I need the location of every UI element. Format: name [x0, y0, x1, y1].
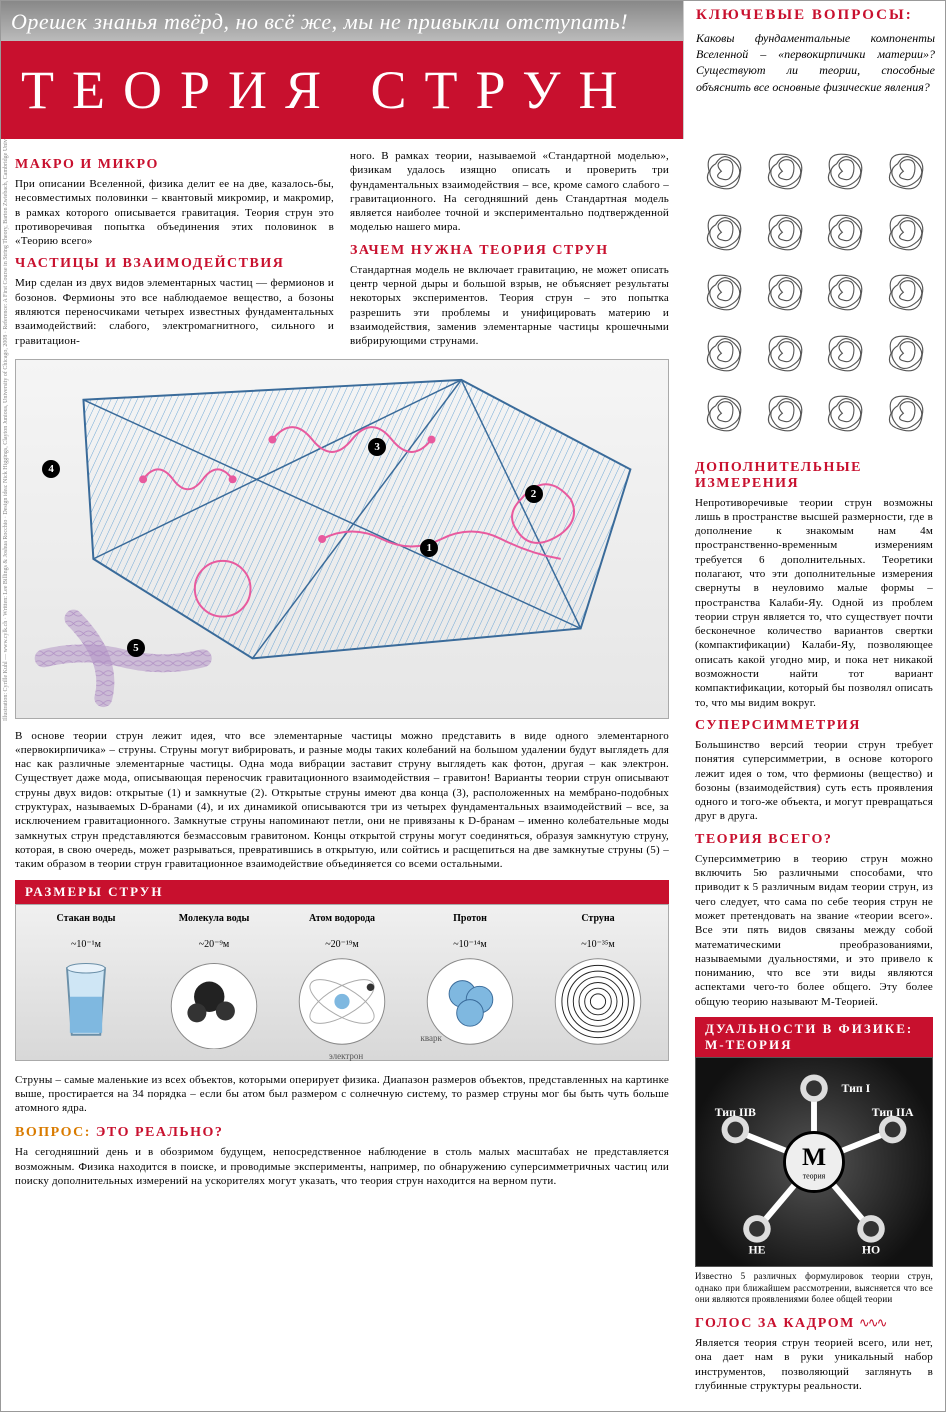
string-interaction: [44, 618, 203, 698]
calabi-icon: [756, 143, 813, 200]
scales-panel: Стакан воды ~10⁻¹м Молекула воды ~20⁻⁹м: [15, 904, 669, 1061]
right-column: ДОПОЛНИТЕЛЬНЫЕ ИЗМЕРЕНИЯ Непротиворечивы…: [683, 139, 945, 1411]
poster-root: Illustration: Cyrille Kuhl — www.cylk.ch…: [0, 0, 946, 1412]
main-columns: МАКРО И МИКРО При описании Вселенной, фи…: [1, 139, 945, 1411]
calabi-icon: [756, 204, 813, 261]
badge-1: 1: [420, 539, 438, 557]
m-center: М: [802, 1142, 826, 1171]
toe-head: ТЕОРИЯ ВСЕГО?: [695, 832, 933, 848]
calabi-icon: [695, 385, 752, 442]
extra-dim-body: Непротиворечивые теории струн возможны л…: [695, 496, 933, 710]
calabi-icon: [756, 385, 813, 442]
susy-head: СУПЕРСИММЕТРИЯ: [695, 718, 933, 734]
extra-dim-head: ДОПОЛНИТЕЛЬНЫЕ ИЗМЕРЕНИЯ: [695, 460, 933, 492]
susy-body: Большинство версий теории струн требует …: [695, 738, 933, 824]
header-row: Орешек знанья твёрд, но всё же, мы не пр…: [1, 1, 945, 139]
brane-svg: [16, 360, 668, 718]
voice-head: ГОЛОС ЗА КАДРОМ: [695, 1316, 855, 1331]
annot-quark: кварк: [420, 1033, 441, 1043]
footer-voice: ГОЛОС ЗА КАДРОМ ∿∿∿ Является теория стру…: [695, 1306, 933, 1401]
m-node-0: Тип I: [842, 1081, 871, 1095]
calabi-icon: [816, 204, 873, 261]
calabi-grid: [695, 139, 933, 452]
m-center-sub: теория: [803, 1172, 826, 1181]
m-node-1: Тип IIA: [872, 1105, 914, 1119]
header-left: Орешек знанья твёрд, но всё же, мы не пр…: [1, 1, 683, 139]
poster-title: ТЕОРИЯ СТРУН: [1, 41, 683, 139]
calabi-icon: [877, 264, 934, 321]
badge-4: 4: [42, 460, 60, 478]
calabi-icon: [756, 264, 813, 321]
calabi-icon: [816, 143, 873, 200]
mtheory-svg: М теория Тип I Тип IIA HO HE Тип IIB: [696, 1058, 932, 1266]
particles-head: ЧАСТИЦЫ И ВЗАИМОДЕЙСТВИЯ: [15, 256, 334, 272]
calabi-icon: [877, 385, 934, 442]
brane-diagram: 1 2 3 4 5: [15, 359, 669, 719]
calabi-icon: [816, 385, 873, 442]
calabi-icon: [816, 325, 873, 382]
scale-proton: Протон ~10⁻¹⁴м: [406, 913, 534, 1052]
badge-5: 5: [127, 639, 145, 657]
particles-body-b: ного. В рамках теории, называемой «Станд…: [350, 149, 669, 235]
calabi-icon: [695, 264, 752, 321]
tagline: Орешек знанья твёрд, но всё же, мы не пр…: [1, 1, 683, 41]
scale-molecule: Молекула воды ~20⁻⁹м: [150, 913, 278, 1052]
why-body: Стандартная модель не включает гравитаци…: [350, 263, 669, 349]
molecule-icon: [152, 954, 276, 1049]
calabi-icon: [816, 264, 873, 321]
annot-electron: электрон: [329, 1051, 363, 1061]
question-head: ЭТО РЕАЛЬНО?: [96, 1125, 224, 1140]
intro-two-col: МАКРО И МИКРО При описании Вселенной, фи…: [15, 149, 669, 349]
mtheory-caption: Известно 5 различных формулировок теории…: [695, 1271, 933, 1306]
calabi-icon: [756, 325, 813, 382]
calabi-icon: [877, 325, 934, 382]
left-column: МАКРО И МИКРО При описании Вселенной, фи…: [1, 139, 683, 1411]
atom-icon: [280, 954, 404, 1049]
calabi-icon: [695, 143, 752, 200]
scales-title: РАЗМЕРЫ СТРУН: [15, 880, 669, 904]
voice-body: Является теория струн теорией всего, или…: [695, 1336, 933, 1393]
glass-icon: [24, 954, 148, 1049]
particles-body-a: Мир сделан из двух видов элементарных ча…: [15, 276, 334, 347]
scale-atom: Атом водорода ~20⁻¹⁹м: [278, 913, 406, 1052]
m-node-2: HO: [862, 1242, 880, 1256]
why-head: ЗАЧЕМ НУЖНА ТЕОРИЯ СТРУН: [350, 243, 669, 259]
string-icon: [536, 954, 660, 1049]
scale-string: Струна ~10⁻³⁵м: [534, 913, 662, 1052]
credits: Illustration: Cyrille Kuhl — www.cylk.ch…: [3, 97, 9, 721]
calabi-icon: [695, 204, 752, 261]
diagram-caption: В основе теории струн лежит идея, что вс…: [15, 729, 669, 872]
m-node-4: Тип IIB: [715, 1105, 756, 1119]
m-node-3: HE: [748, 1242, 765, 1256]
question-body: На сегодняшний день и в обозримом будуще…: [15, 1145, 669, 1188]
key-questions-head: КЛЮЧЕВЫЕ ВОПРОСЫ:: [696, 7, 935, 24]
key-questions: КЛЮЧЕВЫЕ ВОПРОСЫ: Каковы фундаментальные…: [683, 1, 945, 139]
mtheory-panel: М теория Тип I Тип IIA HO HE Тип IIB: [695, 1057, 933, 1267]
badge-2: 2: [525, 485, 543, 503]
calabi-icon: [877, 204, 934, 261]
mtheory-title: ДУАЛЬНОСТИ В ФИЗИКЕ: М-ТЕОРИЯ: [695, 1017, 933, 1057]
question-pre: ВОПРОС:: [15, 1125, 96, 1140]
key-questions-body: Каковы фундаментальные компоненты Вселен…: [696, 30, 935, 95]
wave-icon: ∿∿∿: [859, 1316, 886, 1331]
footer-question: ВОПРОС: ЭТО РЕАЛЬНО? На сегодняшний день…: [15, 1115, 669, 1196]
toe-body: Суперсимметрию в теорию струн можно вклю…: [695, 852, 933, 1009]
scale-glass: Стакан воды ~10⁻¹м: [22, 913, 150, 1052]
calabi-icon: [695, 325, 752, 382]
calabi-icon: [877, 143, 934, 200]
macro-head: МАКРО И МИКРО: [15, 157, 334, 173]
scales-caption: Струны – самые маленькие из всех объекто…: [15, 1073, 669, 1116]
scale-annots: кварк электрон: [15, 1061, 669, 1067]
macro-body: При описании Вселенной, физика делит ее …: [15, 177, 334, 248]
